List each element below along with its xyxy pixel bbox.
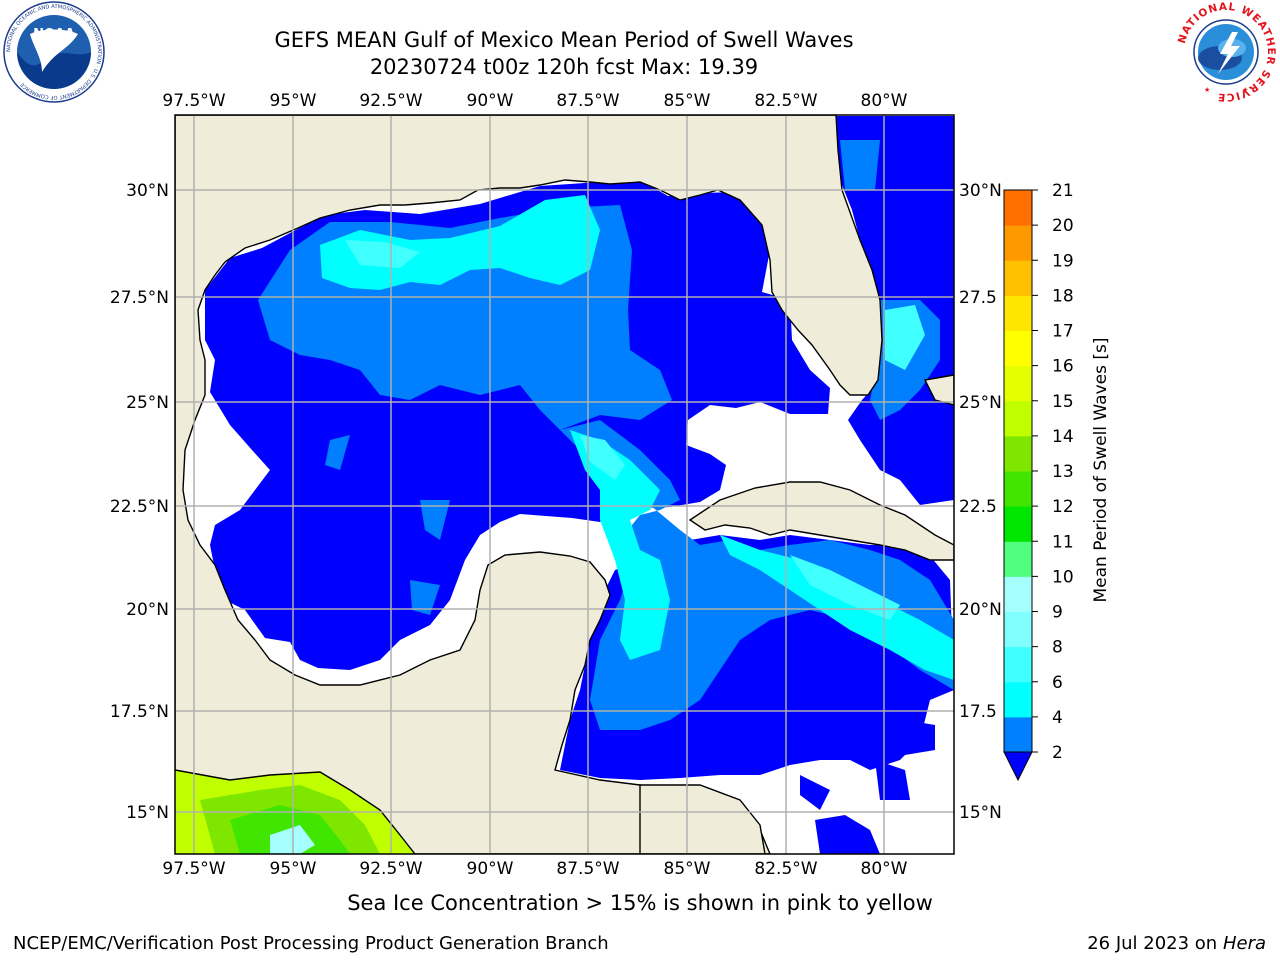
lon-labels-bottom: 97.5°W 95°W 92.5°W 90°W 87.5°W 85°W 82.5… (162, 859, 907, 879)
gridlines (175, 115, 954, 854)
colorbar-segment (1004, 541, 1032, 577)
lat-label: 20°N (959, 600, 1002, 620)
lat-label: 17.5°N (110, 702, 169, 722)
map-area (175, 115, 954, 854)
colorbar-tick-label: 19 (1052, 251, 1074, 271)
swell-field-6-8s (345, 240, 900, 620)
lon-label: 92.5°W (359, 91, 422, 111)
colorbar-tick-label: 18 (1052, 286, 1074, 306)
colorbar-tick-label: 9 (1052, 603, 1063, 623)
lat-label: 15°N (959, 803, 1002, 823)
lat-label: 22.5°N (110, 497, 169, 517)
lat-labels-right: 30°N 27.5 25°N 22.5 20°N 17.5 15°N (959, 181, 1002, 823)
colorbar-segment (1004, 225, 1032, 261)
colorbar-tick-label: 4 (1052, 708, 1063, 728)
lon-label: 87.5°W (556, 859, 619, 879)
sea-ice-note: Sea Ice Concentration > 15% is shown in … (347, 891, 933, 915)
lon-label: 80°W (861, 859, 908, 879)
noaa-logo: NATIONAL OCEANIC AND ATMOSPHERIC ADMINIS… (3, 1, 105, 103)
colorbar-segment (1004, 295, 1032, 331)
lon-label: 90°W (467, 91, 514, 111)
svg-text:★: ★ (1204, 86, 1210, 94)
colorbar-tick-label: 10 (1052, 567, 1074, 587)
lat-label: 30°N (126, 181, 169, 201)
chart-title: GEFS MEAN Gulf of Mexico Mean Period of … (274, 28, 854, 52)
colorbar-tick-label: 8 (1052, 638, 1063, 658)
lat-label: 22.5 (959, 497, 997, 517)
machine-name: Hera (1222, 933, 1266, 954)
lon-label: 87.5°W (556, 91, 619, 111)
date-value: 26 Jul 2023 on (1087, 933, 1223, 954)
colorbar-tick-label: 2 (1052, 743, 1063, 763)
colorbar-tick-label: 21 (1052, 181, 1074, 201)
colorbar-under-arrow (1003, 751, 1033, 782)
lon-label: 90°W (467, 859, 514, 879)
colorbar-tick-label: 14 (1052, 427, 1074, 447)
colorbar-segment (1004, 471, 1032, 507)
lat-label: 30°N (959, 181, 1002, 201)
lat-label: 27.5 (959, 288, 997, 308)
date-text: 26 Jul 2023 on Hera (1087, 933, 1266, 954)
colorbar-tick-label: 11 (1052, 532, 1074, 552)
chart-subtitle: 20230724 t00z 120h fcst Max: 19.39 (369, 55, 759, 79)
colorbar-segment (1004, 611, 1032, 648)
lon-label: 82.5°W (754, 91, 817, 111)
lon-label: 95°W (270, 91, 317, 111)
colorbar-segment (1004, 260, 1032, 296)
credit-text: NCEP/EMC/Verification Post Processing Pr… (13, 933, 609, 954)
noaa-logo-text: NOAA (33, 27, 75, 42)
lat-label: 27.5°N (110, 288, 169, 308)
svg-text:★: ★ (1242, 86, 1248, 94)
nws-logo: NATIONAL WEATHER SERVICE ★ ★ (1176, 1, 1276, 103)
lon-label: 95°W (270, 859, 317, 879)
lon-label: 82.5°W (754, 859, 817, 879)
lat-label: 17.5 (959, 702, 997, 722)
lat-label: 15°N (126, 803, 169, 823)
colorbar-segment (1004, 330, 1032, 367)
lon-label: 97.5°W (162, 859, 225, 879)
lat-labels-left: 30°N 27.5°N 25°N 22.5°N 20°N 17.5°N 15°N (110, 181, 169, 823)
colorbar-segment (1004, 576, 1032, 612)
map-frame (174, 114, 955, 855)
colorbar-segment (1004, 365, 1032, 402)
colorbar-tick-label: 12 (1052, 497, 1074, 517)
lon-label: 85°W (664, 91, 711, 111)
lon-labels-top: 97.5°W 95°W 92.5°W 90°W 87.5°W 85°W 82.5… (162, 91, 907, 111)
colorbar-tick-label: 6 (1052, 673, 1063, 693)
lon-label: 92.5°W (359, 859, 422, 879)
colorbar-tick-label: 17 (1052, 322, 1074, 342)
colorbar-segment (1004, 646, 1032, 683)
lon-label: 85°W (664, 859, 711, 879)
colorbar: 2 4 6 8 9 10 11 12 13 14 15 16 17 18 19 20 21 (1003, 181, 1074, 782)
colorbar-segment (1004, 400, 1032, 437)
lon-label: 80°W (861, 91, 908, 111)
colorbar-tick-label: 13 (1052, 462, 1074, 482)
colorbar-tick-label: 16 (1052, 357, 1074, 377)
lat-label: 25°N (126, 393, 169, 413)
colorbar-segment (1004, 716, 1032, 753)
colorbar-label: Mean Period of Swell Waves [s] (1091, 338, 1111, 603)
colorbar-segment (1004, 435, 1032, 472)
colorbar-tick-label: 15 (1052, 392, 1074, 412)
colorbar-segment (1004, 190, 1032, 226)
lon-label: 97.5°W (162, 91, 225, 111)
colorbar-tick-label: 20 (1052, 216, 1074, 236)
colorbar-segment (1004, 506, 1032, 542)
lat-label: 25°N (959, 393, 1002, 413)
lat-label: 20°N (126, 600, 169, 620)
colorbar-segment (1004, 681, 1032, 718)
